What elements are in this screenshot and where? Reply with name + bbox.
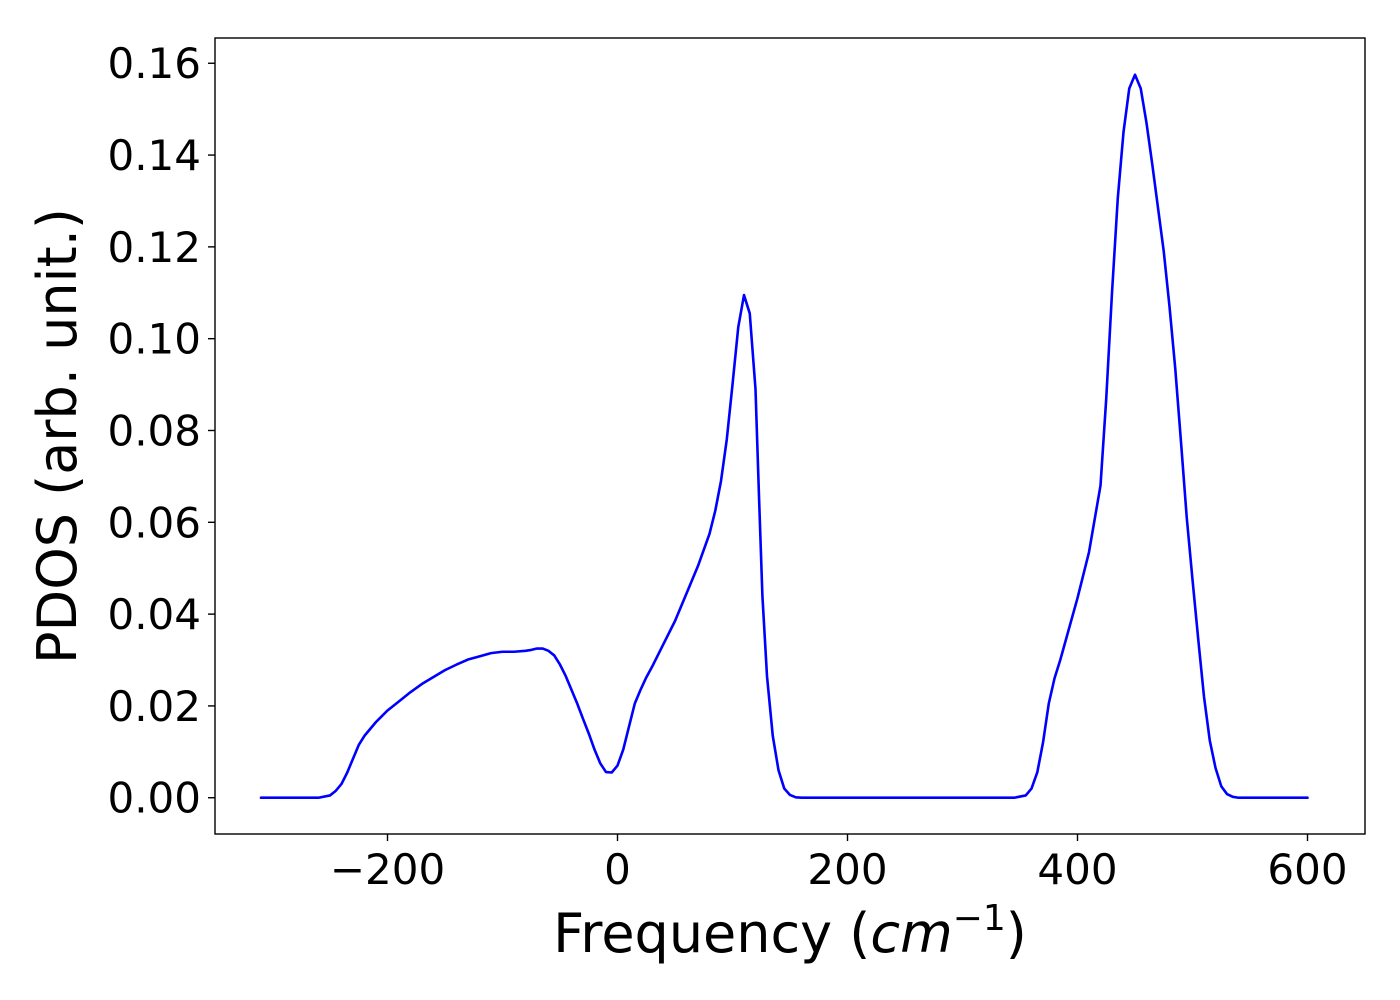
x-axis-ticks: −200 0 200 400 600: [330, 834, 1348, 894]
pdos-series-line: [259, 73, 1309, 800]
plot-area-frame: [214, 37, 1366, 835]
x-tick-label: 400: [1037, 845, 1117, 894]
y-tick-label: 0.10: [107, 315, 201, 364]
x-tick-label: 200: [807, 845, 887, 894]
x-axis-label: Frequency (cm−1): [553, 898, 1027, 965]
y-tick-label: 0.14: [107, 131, 201, 180]
y-tick-label: 0.02: [107, 682, 201, 731]
y-tick-label: 0.12: [107, 223, 201, 272]
y-axis-ticks: 0.00 0.02 0.04 0.06 0.08 0.10 0.12 0.14 0.16: [107, 39, 215, 823]
y-tick-label: 0.16: [107, 39, 201, 88]
y-axis-label: PDOS (arb. unit.): [26, 208, 89, 664]
x-tick-label: −200: [330, 845, 445, 894]
y-tick-label: 0.08: [107, 406, 201, 455]
y-tick-label: 0.00: [107, 774, 201, 823]
y-tick-label: 0.06: [107, 498, 201, 547]
y-tick-label: 0.04: [107, 590, 201, 639]
x-tick-label: 0: [604, 845, 631, 894]
x-tick-label: 600: [1267, 845, 1347, 894]
